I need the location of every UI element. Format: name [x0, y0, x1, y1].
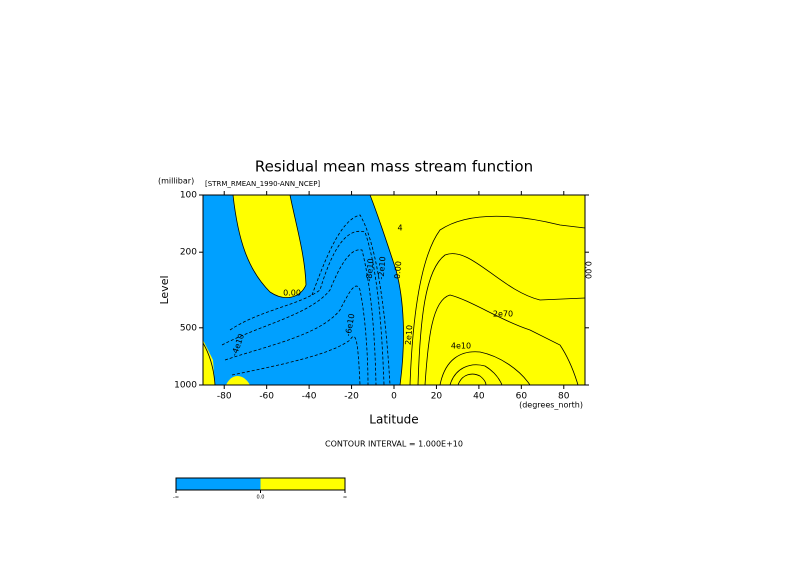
- x-tick-label: 80: [558, 392, 570, 402]
- contour-label: 2e70: [493, 310, 513, 319]
- x-axis-label: Latitude: [369, 413, 418, 427]
- y-tick-label: 1000: [174, 381, 197, 391]
- x-tick-label: 20: [431, 392, 443, 402]
- contours: [202, 194, 586, 386]
- x-unit: (degrees_north): [519, 401, 583, 410]
- footer: CONTOUR INTERVAL = 1.000E+10: [325, 440, 463, 449]
- x-tick-label: 40: [473, 392, 485, 402]
- colorbar-label: ∞: [343, 495, 347, 501]
- contour-label: -8e10: [365, 258, 376, 282]
- y-unit: (millibar): [158, 177, 194, 186]
- chart-title: Residual mean mass stream function: [255, 158, 533, 176]
- contour-label: 0.00: [283, 289, 301, 298]
- positive-region: [233, 195, 306, 298]
- contour-label: 0.00: [393, 261, 404, 280]
- contour-label: -2e10: [377, 256, 388, 280]
- positive-region: [226, 375, 250, 385]
- x-tick-label: 60: [516, 392, 528, 402]
- colorbar-label: -∞: [173, 495, 179, 501]
- y-tick-label: 500: [180, 323, 197, 333]
- contour-label: 0.00: [584, 261, 593, 279]
- contour-label: 4e10: [451, 342, 471, 351]
- colorbar-label: 0.0: [257, 495, 265, 501]
- subtitle: [STRM_RMEAN_1990-ANN_NCEP]: [205, 180, 320, 188]
- x-tick-label: -20: [344, 392, 359, 402]
- contour-label: 2e10: [404, 325, 415, 346]
- x-tick-label: -60: [259, 392, 274, 402]
- x-tick-label: -80: [217, 392, 232, 402]
- y-tick-label: 100: [180, 191, 197, 201]
- y-axis-label: Level: [158, 275, 171, 304]
- contour-label: 4: [397, 224, 402, 233]
- x-tick-label: -40: [302, 392, 317, 402]
- contour-label: -6e10: [344, 313, 357, 337]
- y-tick-label: 200: [180, 248, 197, 258]
- colorbar-swatch: [176, 478, 261, 490]
- x-tick-label: 0: [391, 392, 397, 402]
- colorbar-swatch: [260, 478, 345, 490]
